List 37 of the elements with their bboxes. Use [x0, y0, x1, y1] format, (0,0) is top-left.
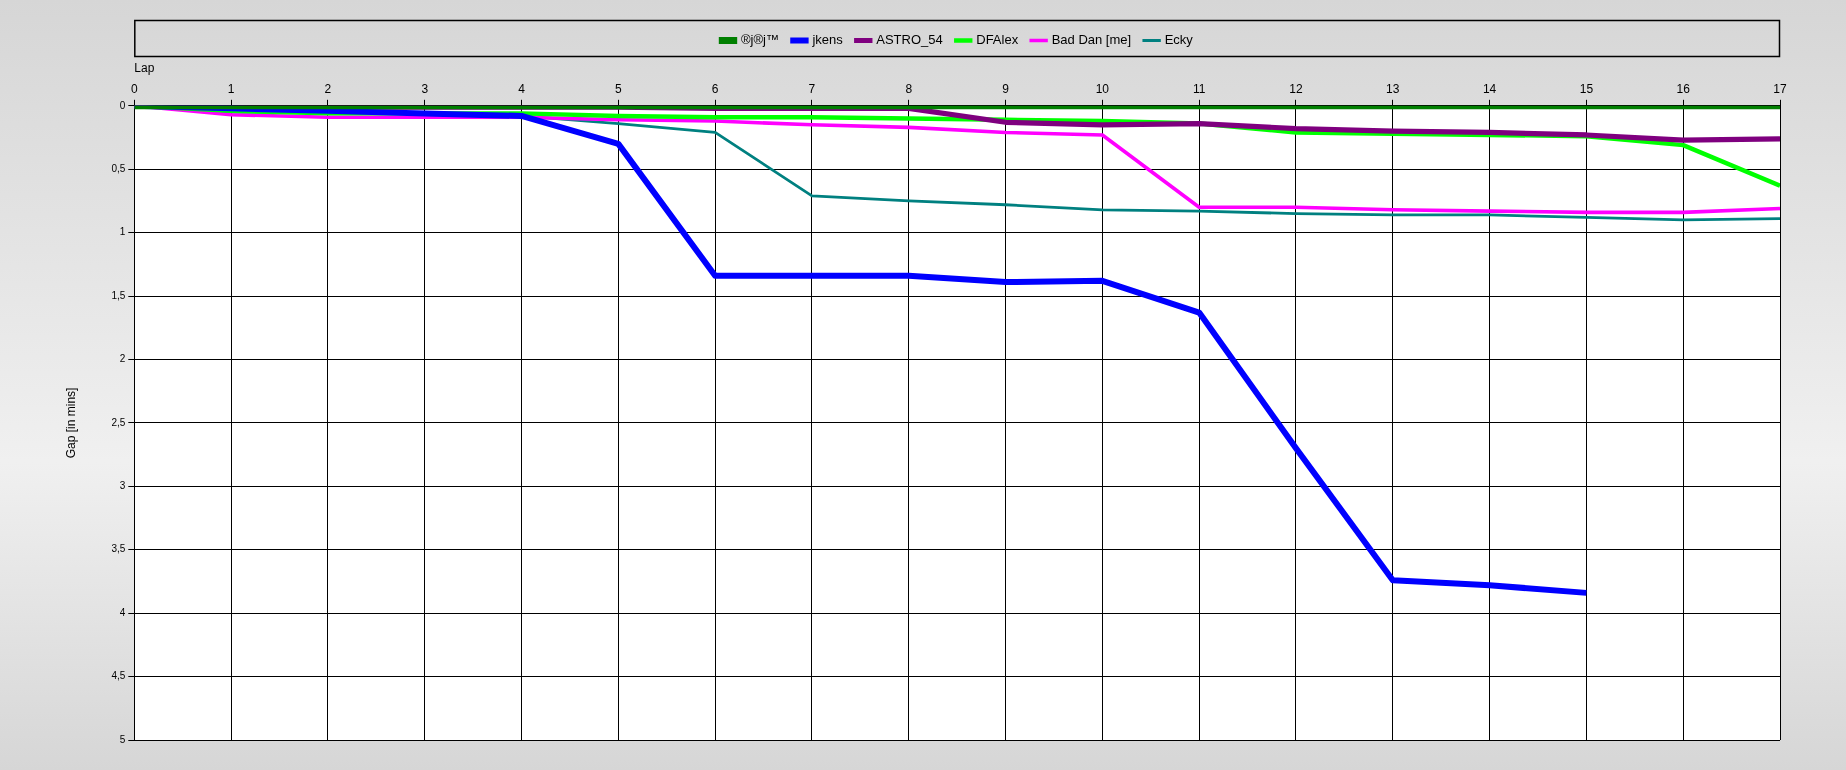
x-tick-label: 13 [1386, 81, 1400, 96]
x-tick-label: 15 [1579, 81, 1594, 96]
x-tick-label: 9 [1002, 81, 1010, 96]
legend-label: DFAlex [976, 32, 1019, 48]
y-tick-label: 4 [119, 606, 126, 618]
x-tick-label: 11 [1192, 81, 1206, 96]
x-tick-label: 2 [324, 81, 332, 96]
y-tick-label: 3,5 [111, 543, 126, 555]
y-tick-label: 2,5 [111, 416, 126, 428]
legend-label: ®j®j™ [740, 32, 779, 48]
x-tick-label: 6 [711, 81, 719, 96]
x-tick-label: 0 [130, 81, 138, 96]
x-tick-label: 12 [1289, 81, 1303, 96]
legend-label: jkens [811, 32, 844, 48]
legend-label: Ecky [1164, 32, 1194, 48]
x-tick-label: 10 [1095, 81, 1110, 96]
y-tick-label: 2 [119, 353, 126, 365]
x-tick-label: 4 [518, 81, 526, 96]
y-tick-label: 0 [119, 99, 126, 111]
x-tick-label: 7 [808, 81, 816, 96]
y-tick-label: 0,5 [111, 162, 126, 174]
x-tick-label: 5 [614, 81, 622, 96]
x-tick-label: 8 [905, 81, 913, 96]
y-tick-label: 5 [119, 733, 126, 745]
y-tick-label: 1,5 [111, 289, 126, 301]
x-tick-label: 3 [421, 81, 429, 96]
y-axis-title: Gap [in mins] [63, 387, 78, 459]
x-tick-label: 14 [1482, 81, 1497, 96]
x-tick-label: 16 [1676, 81, 1691, 96]
legend-label: Bad Dan [me] [1051, 32, 1132, 48]
x-tick-label: 17 [1773, 81, 1787, 96]
legend-label: ASTRO_54 [876, 32, 943, 48]
y-tick-label: 1 [119, 226, 126, 238]
y-tick-label: 3 [119, 480, 126, 492]
y-tick-label: 4,5 [111, 670, 126, 682]
x-axis-title: Lap [134, 60, 155, 75]
x-tick-label: 1 [227, 81, 235, 96]
